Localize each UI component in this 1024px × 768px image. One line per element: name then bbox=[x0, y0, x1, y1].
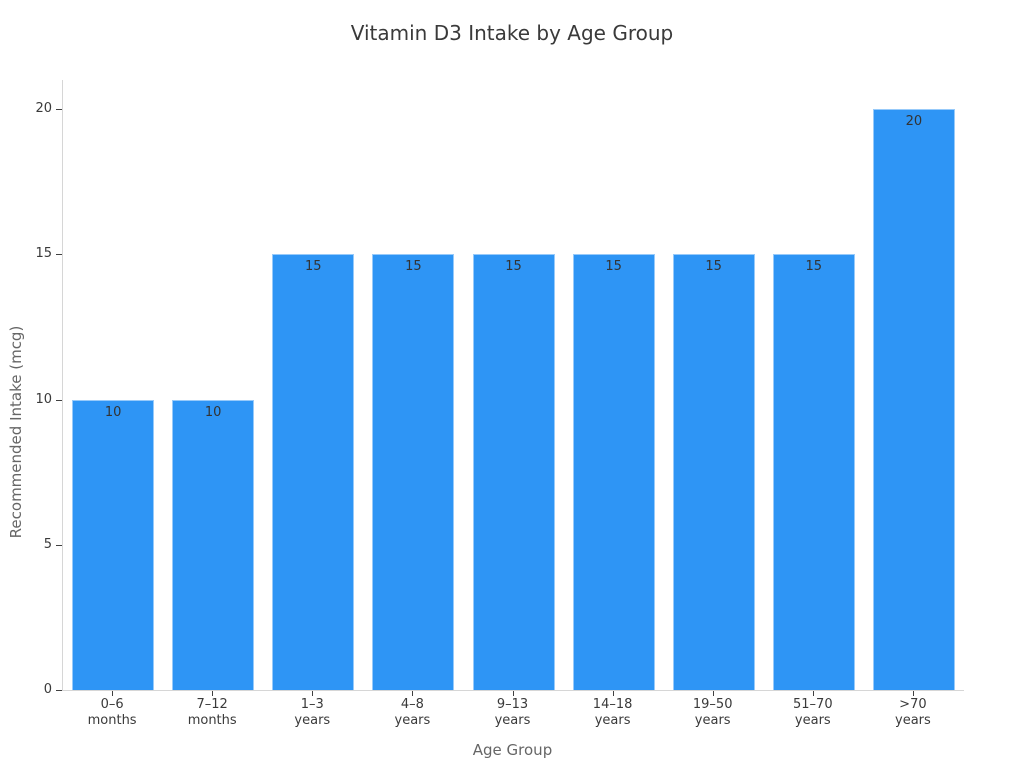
y-tick-label: 10 bbox=[35, 391, 52, 407]
x-tick-mark bbox=[712, 691, 714, 696]
x-tick-label-line: years bbox=[294, 713, 331, 728]
y-tick-mark bbox=[56, 544, 62, 546]
x-tick-label-line: >70 bbox=[899, 697, 927, 712]
bar-value-label: 15 bbox=[605, 259, 622, 275]
x-tick-label-line: 9–13 bbox=[496, 697, 529, 712]
x-tick-label-line: years bbox=[794, 713, 831, 728]
x-tick-label-line: 7–12 bbox=[196, 697, 228, 712]
x-tick-label-line: years bbox=[594, 713, 631, 728]
x-tick-label: 19–50 years bbox=[663, 697, 763, 729]
y-tick-label: 20 bbox=[35, 101, 52, 116]
x-axis-label: Age Group bbox=[472, 741, 553, 759]
bar: 20 bbox=[872, 109, 955, 690]
bar-value-label: 20 bbox=[905, 114, 923, 129]
x-tick-mark bbox=[212, 691, 214, 696]
x-tick-label-line: years bbox=[394, 713, 431, 728]
x-tick-label-line: 19–50 bbox=[692, 697, 733, 712]
plot-area: 10 10 15 15 15 15 15 15 20 bbox=[62, 80, 964, 691]
bar: 15 bbox=[772, 254, 855, 690]
x-tick-label: >70 years bbox=[863, 697, 963, 729]
bar: 15 bbox=[472, 254, 555, 690]
x-tick-mark bbox=[912, 691, 914, 696]
y-tick-mark bbox=[56, 690, 62, 691]
bar: 10 bbox=[72, 399, 155, 690]
bar: 15 bbox=[572, 254, 655, 690]
bar: 10 bbox=[172, 399, 255, 690]
x-tick-label-line: years bbox=[694, 713, 731, 728]
bar-value-label: 15 bbox=[505, 259, 522, 275]
chart-title: Vitamin D3 Intake by Age Group bbox=[350, 21, 674, 45]
bar-value-label: 15 bbox=[305, 259, 322, 275]
y-tick-mark bbox=[56, 109, 62, 110]
x-tick-label-line: 4–8 bbox=[400, 697, 424, 712]
x-tick-label: 14–18 years bbox=[563, 697, 663, 729]
bar: 15 bbox=[372, 254, 455, 690]
y-tick-label: 5 bbox=[43, 536, 52, 552]
y-tick-label: 0 bbox=[43, 682, 52, 697]
x-tick-mark bbox=[312, 691, 314, 696]
x-tick-label: 4–8 years bbox=[362, 697, 462, 729]
x-tick-label: 1–3 years bbox=[262, 697, 362, 729]
bar-value-label: 15 bbox=[705, 259, 722, 275]
x-tick-mark bbox=[412, 691, 414, 696]
bar-value-label: 10 bbox=[204, 404, 222, 420]
x-tick-mark bbox=[112, 691, 114, 696]
y-tick-mark bbox=[56, 399, 62, 401]
bar-value-label: 10 bbox=[104, 404, 122, 420]
x-tick-label-line: 14–18 bbox=[592, 697, 633, 712]
x-tick-label-line: years bbox=[895, 713, 931, 728]
bar-value-label: 15 bbox=[405, 259, 422, 275]
bar: 15 bbox=[672, 254, 755, 690]
y-tick-label: 15 bbox=[35, 246, 52, 262]
x-tick-label-line: months bbox=[187, 713, 237, 728]
x-tick-label: 9–13 years bbox=[463, 697, 563, 729]
bar-value-label: 15 bbox=[805, 259, 823, 275]
x-tick-label-line: 51–70 bbox=[793, 697, 833, 712]
x-tick-label-line: years bbox=[494, 713, 531, 728]
bar: 15 bbox=[272, 254, 355, 690]
y-tick-mark bbox=[56, 254, 62, 256]
x-tick-label-line: 1–3 bbox=[300, 697, 324, 712]
x-tick-mark bbox=[812, 691, 814, 696]
x-tick-label-line: months bbox=[87, 713, 137, 728]
x-tick-mark bbox=[612, 691, 614, 696]
x-tick-label-line: 0–6 bbox=[100, 697, 124, 712]
x-tick-label: 51–70 years bbox=[763, 697, 863, 729]
x-tick-mark bbox=[512, 691, 514, 696]
x-tick-label: 7–12 months bbox=[162, 697, 262, 729]
x-tick-label: 0–6 months bbox=[62, 697, 162, 729]
